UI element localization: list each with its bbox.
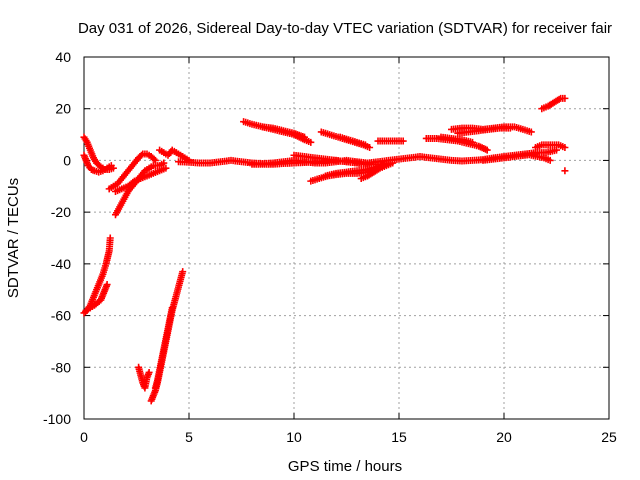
data-series bbox=[151, 304, 176, 392]
data-series bbox=[80, 133, 117, 173]
data-series bbox=[105, 150, 159, 193]
data-series bbox=[454, 124, 514, 137]
data-point bbox=[561, 94, 569, 102]
data-point bbox=[137, 151, 145, 159]
data-series bbox=[82, 281, 111, 314]
data-point bbox=[109, 164, 117, 172]
data-series bbox=[112, 164, 170, 195]
data-point bbox=[145, 368, 153, 376]
y-tick-label: -100 bbox=[43, 411, 71, 427]
data-series bbox=[527, 151, 554, 164]
data-point bbox=[179, 268, 187, 276]
data-series bbox=[532, 141, 569, 151]
data-point bbox=[150, 155, 158, 163]
data-series bbox=[135, 363, 153, 392]
data-point bbox=[399, 137, 407, 145]
x-tick-label: 25 bbox=[601, 429, 617, 445]
data-points bbox=[80, 94, 569, 405]
data-point bbox=[103, 281, 111, 289]
data-point bbox=[483, 146, 491, 154]
x-tick-label: 0 bbox=[80, 429, 88, 445]
data-point bbox=[301, 133, 308, 141]
data-series bbox=[437, 133, 476, 146]
x-tick-label: 20 bbox=[496, 429, 512, 445]
data-series bbox=[357, 159, 397, 183]
x-tick-label: 15 bbox=[391, 429, 407, 445]
data-point bbox=[506, 124, 514, 132]
y-tick-label: 20 bbox=[55, 101, 71, 117]
data-series bbox=[374, 137, 407, 145]
y-tick-label: -80 bbox=[51, 359, 71, 375]
plot-frame bbox=[83, 56, 610, 420]
data-point bbox=[106, 234, 114, 242]
data-point bbox=[527, 128, 535, 136]
x-tick-label: 10 bbox=[286, 429, 302, 445]
data-point bbox=[561, 144, 569, 151]
data-point bbox=[561, 167, 569, 175]
axis-ticks: 0 5 10 15 20 25 -100 -80 -60 -40 -20 0 20 40 bbox=[43, 49, 617, 445]
x-axis-label: GPS time / hours bbox=[288, 458, 402, 475]
data-point bbox=[366, 144, 374, 151]
data-point bbox=[361, 141, 369, 149]
data-series bbox=[561, 167, 569, 175]
data-point bbox=[546, 156, 554, 164]
data-series bbox=[290, 151, 382, 168]
data-series bbox=[259, 123, 308, 141]
y-tick-label: 40 bbox=[55, 49, 71, 65]
data-point bbox=[168, 304, 176, 312]
y-tick-label: -60 bbox=[51, 308, 71, 324]
data-series bbox=[538, 94, 569, 113]
data-series bbox=[336, 133, 369, 149]
data-series bbox=[422, 134, 491, 154]
data-point bbox=[469, 138, 476, 146]
y-tick-label: -40 bbox=[51, 256, 71, 272]
data-point bbox=[162, 164, 170, 172]
y-tick-label: 0 bbox=[63, 152, 71, 168]
data-point bbox=[389, 159, 397, 167]
grid bbox=[84, 57, 609, 419]
data-point bbox=[160, 159, 168, 167]
data-point bbox=[307, 138, 315, 146]
y-axis-label: SDTVAR / TECUs bbox=[5, 178, 22, 298]
y-tick-label: -20 bbox=[51, 204, 71, 220]
x-tick-label: 5 bbox=[185, 429, 193, 445]
chart-title: Day 031 of 2026, Sidereal Day-to-day VTE… bbox=[78, 20, 612, 37]
